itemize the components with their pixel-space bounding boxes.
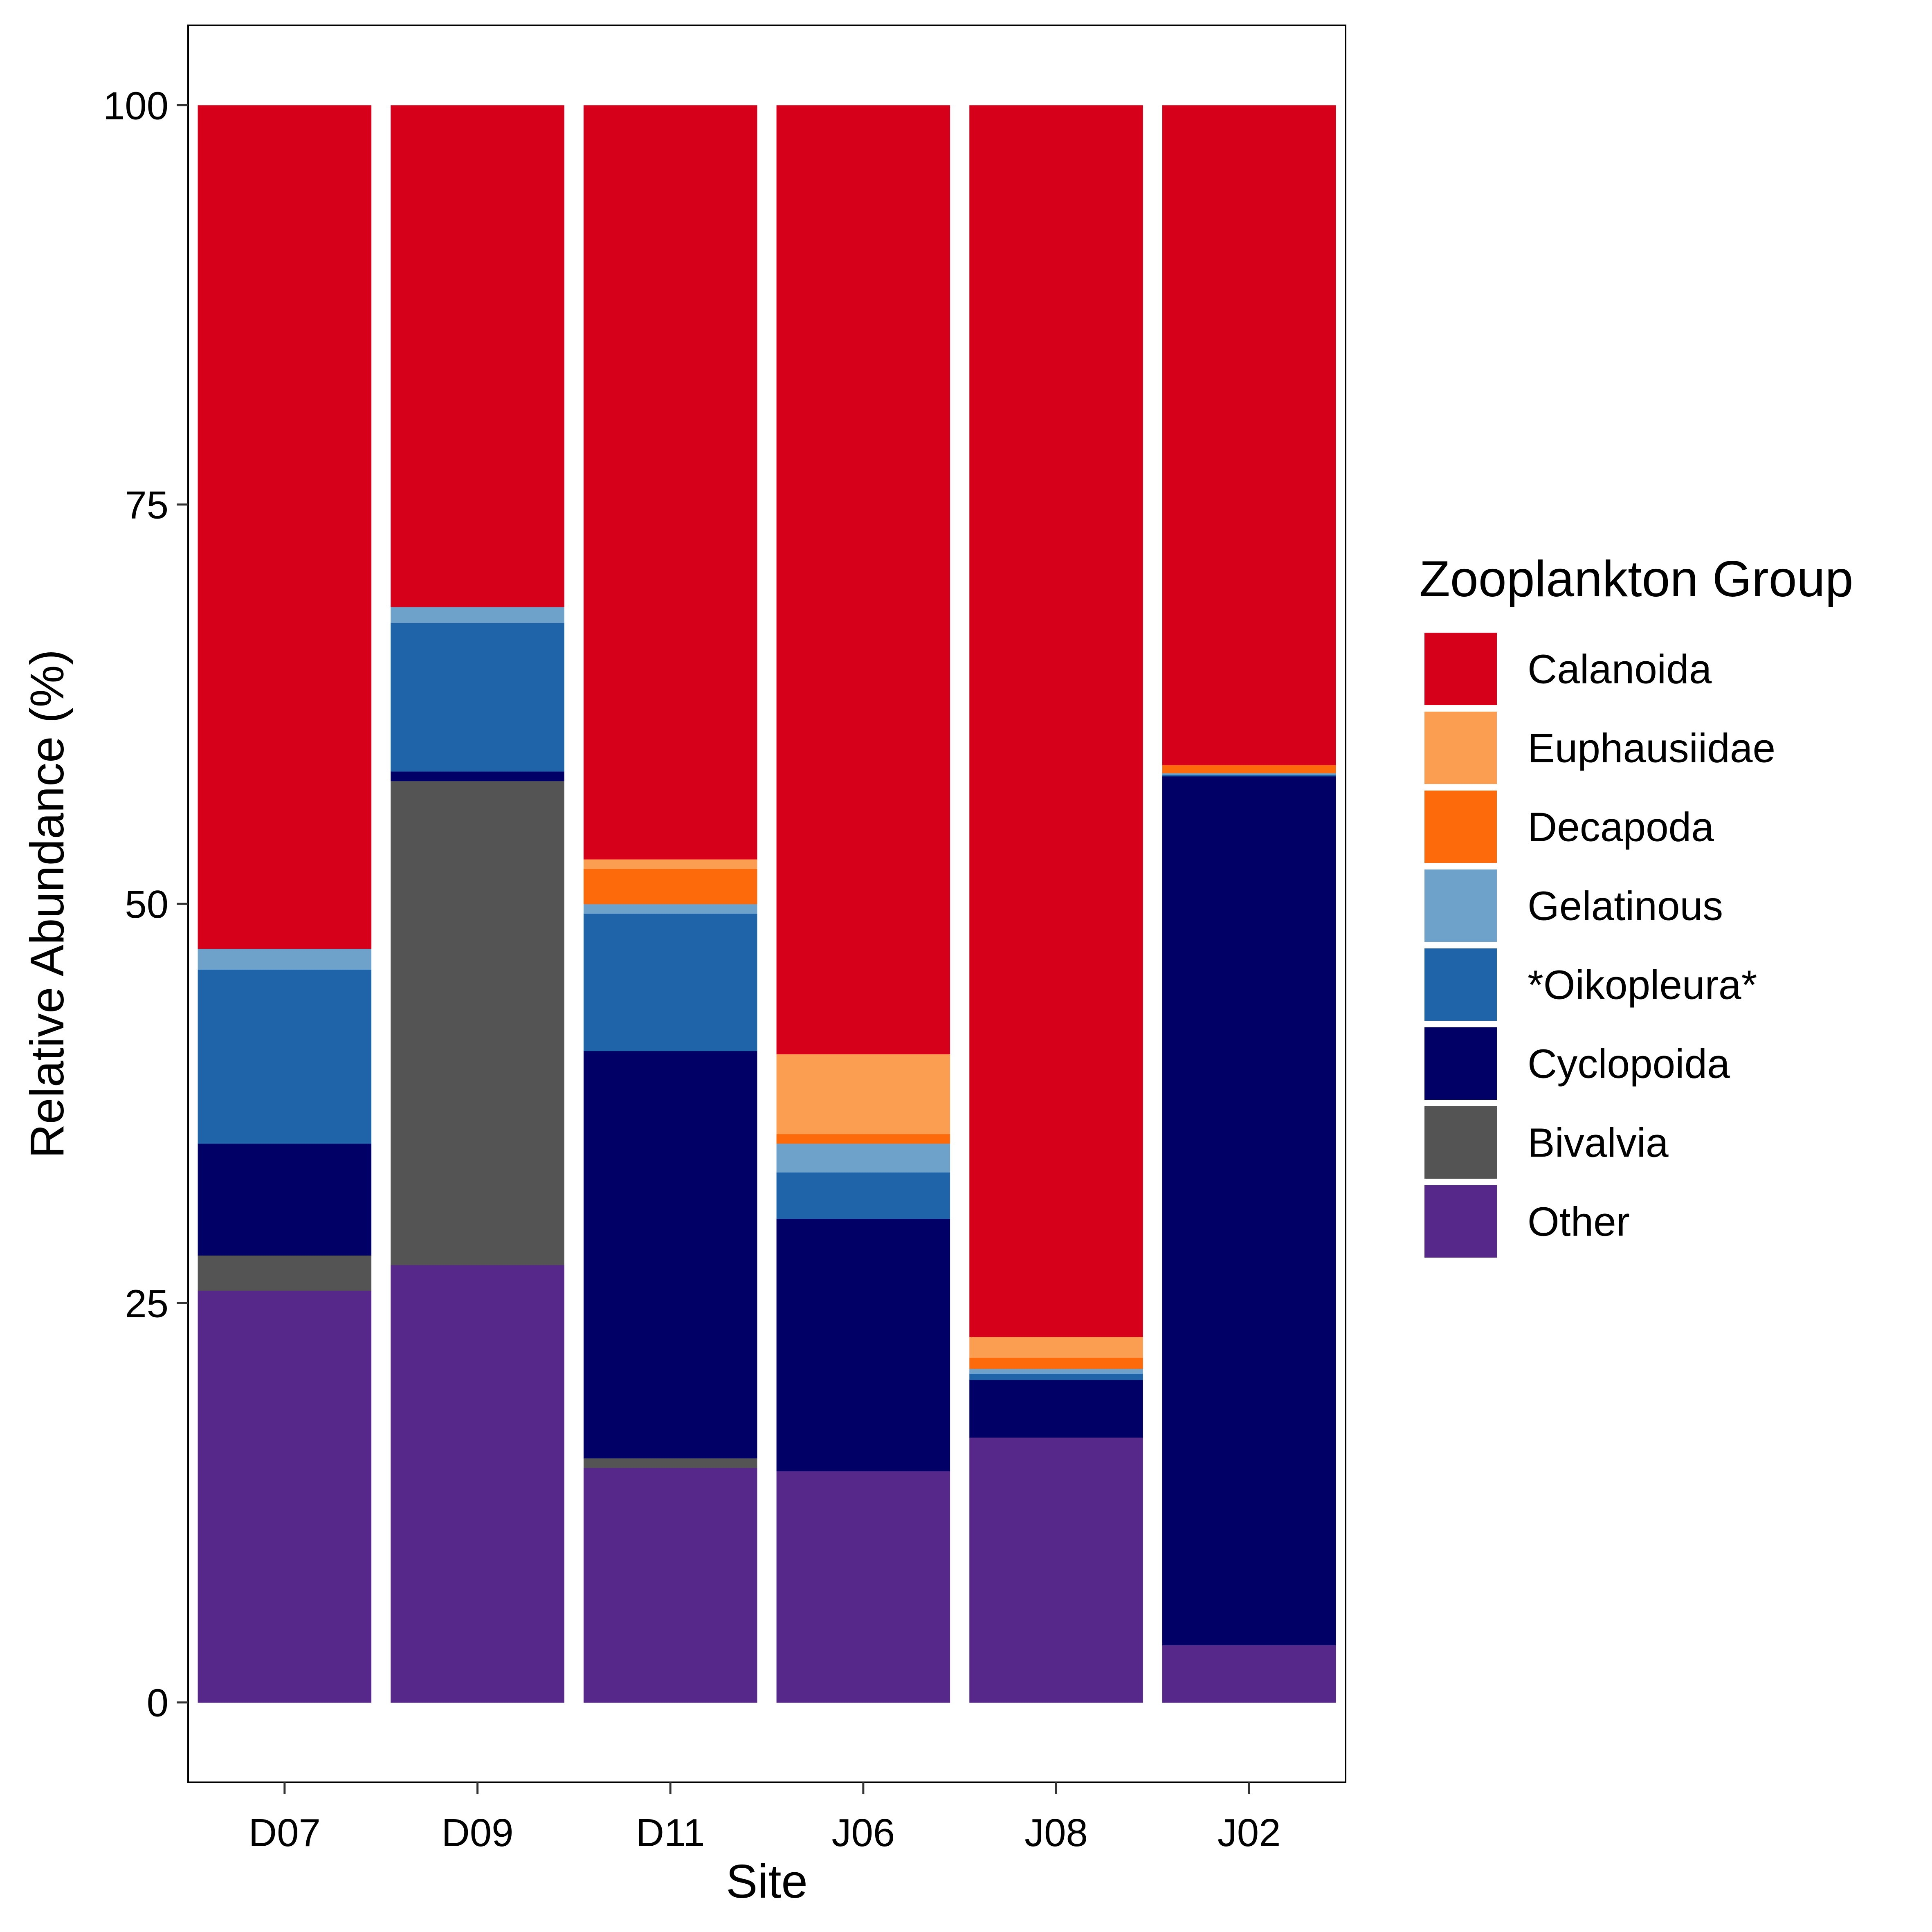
legend-swatch-bivalvia	[1424, 1106, 1497, 1179]
bar-segment-j08-gelatinous	[969, 1368, 1143, 1374]
legend-swatch-oikopleura	[1424, 948, 1497, 1021]
bar-segment-j06-decapoda	[776, 1134, 950, 1144]
legend-label-gelatinous: Gelatinous	[1528, 883, 1723, 929]
bar-segment-d07-gelatinous	[198, 948, 372, 970]
legend-label-oikopleura: *Oikopleura*	[1528, 962, 1757, 1008]
bar-segment-j02-oikopleura	[1162, 774, 1336, 777]
legend-swatch-euphausiidae	[1424, 712, 1497, 784]
x-tick-label-d09: D09	[441, 1811, 513, 1855]
bar-segment-d09-cyclopoida	[391, 771, 564, 782]
legend-label-cyclopoida: Cyclopoida	[1528, 1041, 1730, 1087]
y-tick-label: 100	[103, 84, 168, 128]
bar-segment-j02-calanoida	[1162, 105, 1336, 766]
x-axis: D07 D09 D11 J06 J08 J02	[249, 1782, 1281, 1855]
bar-segment-j06-calanoida	[776, 105, 950, 1054]
bar-segment-j08-other	[969, 1437, 1143, 1703]
y-tick-label: 25	[125, 1282, 168, 1325]
bar-segment-j02-cyclopoida	[1162, 776, 1336, 1645]
x-tick-label-d07: D07	[249, 1811, 321, 1855]
legend-swatch-calanoida	[1424, 633, 1497, 705]
bar-segment-d11-calanoida	[583, 105, 757, 860]
bar-segment-d11-other	[583, 1467, 757, 1703]
legend-swatch-cyclopoida	[1424, 1027, 1497, 1100]
y-tick-label: 75	[125, 483, 168, 527]
x-tick-label-j08: J08	[1024, 1811, 1088, 1855]
bar-segment-d11-gelatinous	[583, 904, 757, 914]
legend: Zooplankton Group Calanoida Euphausiidae D…	[1419, 551, 1853, 1258]
legend-label-bivalvia: Bivalvia	[1528, 1120, 1669, 1166]
legend-label-euphausiidae: Euphausiidae	[1528, 726, 1775, 771]
bar-segment-d11-oikopleura	[583, 913, 757, 1051]
bar-segment-d09-bivalvia	[391, 781, 564, 1265]
legend-title: Zooplankton Group	[1419, 551, 1853, 607]
x-tick-label-j02: J02	[1218, 1811, 1281, 1855]
bar-segment-d07-calanoida	[198, 105, 372, 949]
y-tick-label: 0	[147, 1681, 168, 1725]
bar-segment-j02-decapoda	[1162, 765, 1336, 773]
bar-segment-j02-other	[1162, 1645, 1336, 1703]
x-tick-label-d11: D11	[636, 1811, 705, 1855]
bar-segment-d11-cyclopoida	[583, 1051, 757, 1458]
y-axis-title: Relative Abundance (%)	[20, 649, 74, 1159]
bar-segment-d07-cyclopoida	[198, 1143, 372, 1256]
bar-segment-d09-other	[391, 1265, 564, 1703]
bars-layer	[198, 105, 1336, 1703]
x-axis-title: Site	[726, 1855, 808, 1908]
legend-swatch-other	[1424, 1185, 1497, 1258]
bar-segment-d07-bivalvia	[198, 1255, 372, 1291]
legend-swatch-gelatinous	[1424, 869, 1497, 942]
bar-segment-d11-decapoda	[583, 869, 757, 904]
x-tick-label-j06: J06	[831, 1811, 895, 1855]
bar-segment-d07-other	[198, 1290, 372, 1703]
bar-segment-j06-oikopleura	[776, 1172, 950, 1219]
bar-segment-j06-euphausiidae	[776, 1054, 950, 1134]
bar-segment-d11-euphausiidae	[583, 859, 757, 869]
bar-segment-j02-gelatinous	[1162, 773, 1336, 775]
bar-segment-d09-calanoida	[391, 105, 564, 607]
bar-segment-j08-euphausiidae	[969, 1337, 1143, 1358]
bar-segment-d07-oikopleura	[198, 969, 372, 1144]
bar-segment-d11-bivalvia	[583, 1458, 757, 1468]
y-axis: 0 25 50 75 100	[103, 84, 188, 1725]
bar-segment-d09-oikopleura	[391, 622, 564, 772]
bar-segment-j06-cyclopoida	[776, 1218, 950, 1471]
bar-segment-j06-gelatinous	[776, 1143, 950, 1173]
y-tick-label: 50	[125, 883, 168, 926]
bar-segment-j08-calanoida	[969, 105, 1143, 1337]
legend-label-decapoda: Decapoda	[1528, 804, 1714, 850]
bar-segment-j08-cyclopoida	[969, 1379, 1143, 1438]
bar-segment-j08-oikopleura	[969, 1373, 1143, 1380]
legend-swatch-decapoda	[1424, 791, 1497, 863]
legend-label-calanoida: Calanoida	[1528, 647, 1712, 692]
bar-segment-d09-gelatinous	[391, 607, 564, 623]
bar-segment-j06-other	[776, 1471, 950, 1703]
legend-label-other: Other	[1528, 1199, 1630, 1245]
bar-segment-j08-decapoda	[969, 1357, 1143, 1369]
